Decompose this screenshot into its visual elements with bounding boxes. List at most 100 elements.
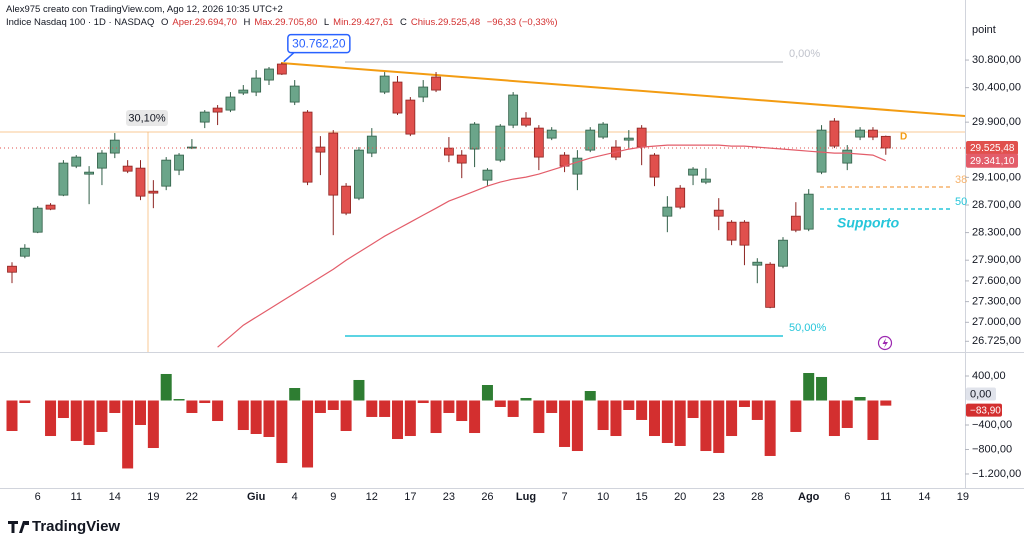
candle-body (431, 76, 441, 91)
candle-body (855, 129, 865, 138)
histogram-bar (135, 400, 146, 425)
histogram-bar (353, 379, 365, 401)
histogram-bar (83, 400, 95, 446)
candles (7, 62, 891, 309)
x-tick-label: 14 (918, 491, 930, 503)
y-tick-label: 27.900,00 (972, 254, 1021, 266)
trendline (280, 62, 966, 117)
candle-body (546, 129, 557, 139)
histogram-bar (392, 400, 403, 440)
author: Alex975 creato con TradingView.com, Ago … (6, 4, 283, 15)
x-tick-label: 20 (674, 491, 686, 503)
c-key: C (400, 17, 407, 28)
candle-body (199, 111, 210, 123)
histogram-bar (302, 400, 314, 468)
histogram-bar (379, 400, 391, 417)
candle-body (572, 157, 583, 175)
candle-body (675, 187, 686, 208)
candle-body (161, 159, 172, 187)
x-tick-label: 22 (186, 491, 198, 503)
candle-body (456, 154, 467, 164)
histogram-bar (790, 400, 802, 432)
candle-body (19, 247, 30, 257)
histogram-bar (867, 400, 879, 440)
candle-body (778, 239, 788, 267)
histogram-bar (597, 400, 609, 431)
histogram-bar (559, 400, 571, 447)
fib-38-label: 38 (955, 174, 967, 186)
hist-zero-label: 0,00 (970, 388, 991, 400)
histogram-bar (289, 388, 301, 401)
candle-body (84, 171, 94, 175)
c-value: Chius.29.525,48 (410, 17, 481, 28)
candle-body (482, 169, 493, 181)
candle-body (829, 120, 840, 147)
histogram-bar (700, 400, 712, 452)
event-icon[interactable] (877, 335, 893, 351)
candle-body (289, 85, 300, 103)
histogram-bar (726, 400, 738, 437)
candle-body (636, 127, 647, 148)
x-tick-label: 12 (366, 491, 378, 503)
histogram-bar (520, 397, 532, 401)
y2-tick-label: 400,00 (972, 370, 1006, 382)
candle-body (688, 168, 698, 176)
histogram-bar (276, 400, 288, 464)
candle-body (790, 215, 801, 231)
histogram-bar (610, 400, 622, 437)
candle-body (880, 135, 891, 149)
o-value: Aper.29.694,70 (172, 17, 237, 28)
candle-body (302, 111, 313, 183)
histogram-bar (237, 400, 249, 431)
d-marker: D (900, 132, 907, 143)
axis-unit: point (972, 24, 996, 36)
candle-body (109, 139, 120, 154)
histogram-bar (687, 400, 699, 419)
candle-body (585, 129, 596, 151)
y-tick-label: 29.100,00 (972, 171, 1021, 183)
candle-body (354, 149, 364, 199)
candle-body (212, 107, 223, 113)
x-tick-label: Lug (516, 491, 536, 503)
fib-50-label: 50,00% (789, 322, 827, 334)
event-bolt (882, 338, 888, 348)
ohlc-line: Indice Nasdaq 100 · 1D · NASDAQ O Aper.29… (6, 16, 562, 29)
candle-body (623, 137, 634, 141)
y-tick-label: 27.600,00 (972, 275, 1021, 287)
candle-body (816, 129, 827, 173)
candle-body (508, 94, 519, 126)
y2-tick-label: −800,00 (972, 443, 1012, 455)
candle-body (469, 123, 480, 150)
histogram-bar (109, 400, 121, 413)
x-tick-label: 14 (109, 491, 121, 503)
y-tick-label: 28.700,00 (972, 199, 1021, 211)
histogram-bar (417, 400, 429, 404)
histogram-bar (147, 400, 159, 449)
candle-body (366, 135, 377, 154)
candle-body (533, 127, 544, 158)
candle-body (148, 190, 159, 194)
histogram-bar (45, 400, 57, 437)
histogram-bar (19, 400, 31, 404)
histogram-bar (841, 400, 853, 428)
histogram-bar (160, 373, 172, 401)
candle-body (238, 89, 249, 94)
histogram-bar (546, 400, 558, 413)
logo-text: TradingView (32, 518, 120, 535)
peak-badge (287, 33, 351, 54)
symbol: Indice Nasdaq 100 · 1D · NASDAQ (6, 17, 155, 28)
candle-body (649, 154, 660, 178)
fib-0-label: 0,00% (789, 48, 820, 60)
o-key: O (161, 17, 169, 28)
histogram-bar (880, 400, 892, 406)
histogram-bar (199, 400, 211, 404)
histogram-bar (443, 400, 455, 413)
candle-body (71, 156, 82, 167)
change: −96,33 (−0,33%) (486, 17, 558, 28)
x-tick-label: 7 (561, 491, 567, 503)
histogram-bar (57, 400, 69, 419)
x-tick-label: 19 (147, 491, 159, 503)
hist-last-bg (966, 403, 1002, 417)
